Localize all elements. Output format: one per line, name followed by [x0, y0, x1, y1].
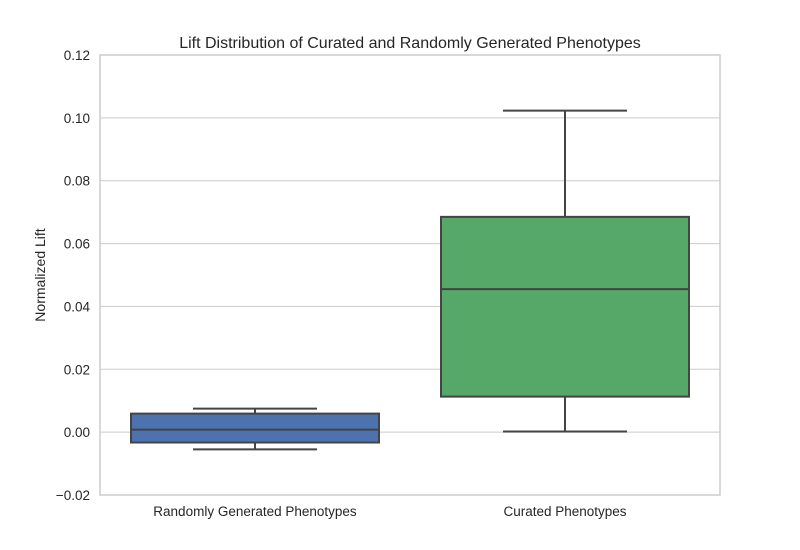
boxes	[130, 109, 690, 451]
y-tick-label: 0.04	[64, 299, 91, 314]
chart-title: Lift Distribution of Curated and Randoml…	[179, 35, 641, 52]
box-group	[130, 407, 380, 451]
box-iqr	[440, 215, 690, 398]
plot-frame	[99, 54, 721, 496]
y-axis-label: Normalized Lift	[32, 228, 48, 321]
y-tick-label: 0.10	[64, 111, 90, 126]
y-tick-label: −0.02	[56, 488, 90, 503]
y-tick-label: 0.12	[64, 48, 90, 63]
y-tick-label: 0.06	[64, 237, 90, 252]
x-tick-labels: Randomly Generated Phenotypes Curated Phe…	[153, 504, 626, 519]
y-tick-label: 0.02	[64, 362, 90, 377]
y-tick-labels: −0.02 0.00 0.02 0.04 0.06 0.08 0.10 0.12	[56, 48, 91, 503]
box-group	[440, 109, 690, 433]
x-tick-label: Curated Phenotypes	[503, 504, 626, 519]
y-tick-label: 0.00	[64, 425, 90, 440]
x-tick-label: Randomly Generated Phenotypes	[153, 504, 357, 519]
box-iqr	[130, 412, 380, 444]
y-tick-label: 0.08	[64, 174, 90, 189]
